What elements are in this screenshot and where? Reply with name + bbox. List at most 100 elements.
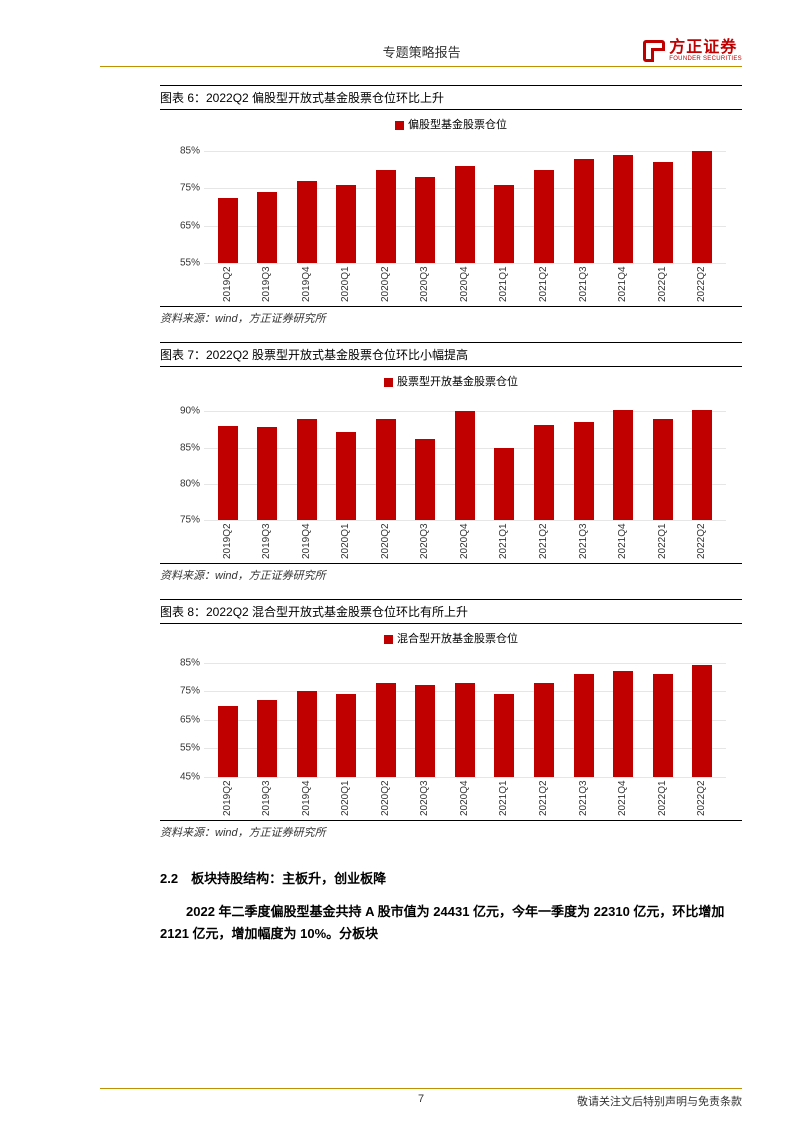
x-axis-label: 2021Q3 xyxy=(574,266,594,304)
chart-area: 45%55%65%75%85%2019Q22019Q32019Q42020Q12… xyxy=(170,648,732,818)
legend-swatch xyxy=(384,378,393,387)
x-axis-label: 2021Q2 xyxy=(534,266,554,304)
chart-block: 图表 6：2022Q2 偏股型开放式基金股票仓位环比上升偏股型基金股票仓位55%… xyxy=(160,85,742,326)
grid-line xyxy=(204,520,726,521)
footer-disclaimer: 敬请关注文后特别声明与免责条款 xyxy=(577,1093,742,1109)
bar xyxy=(534,683,554,777)
bar xyxy=(494,448,514,520)
bar xyxy=(574,422,594,520)
x-axis-label: 2022Q1 xyxy=(653,523,673,561)
x-axis-label: 2021Q3 xyxy=(574,523,594,561)
y-axis-label: 80% xyxy=(170,478,200,489)
x-axis-label: 2021Q1 xyxy=(494,523,514,561)
x-axis-label: 2020Q3 xyxy=(415,266,435,304)
x-axis-label: 2020Q4 xyxy=(455,523,475,561)
company-logo: 方正证券 FOUNDER SECURITIES xyxy=(643,40,742,62)
bar xyxy=(257,700,277,777)
header-title: 专题策略报告 xyxy=(100,42,643,61)
section-heading: 2.2 板块持股结构：主板升，创业板降 xyxy=(160,868,742,887)
x-labels: 2019Q22019Q32019Q42020Q12020Q22020Q32020… xyxy=(204,523,726,561)
x-axis-label: 2020Q3 xyxy=(415,780,435,818)
bar xyxy=(336,694,356,777)
chart-legend: 混合型开放基金股票仓位 xyxy=(160,630,742,646)
x-labels: 2019Q22019Q32019Q42020Q12020Q22020Q32020… xyxy=(204,266,726,304)
bar xyxy=(376,419,396,520)
bar xyxy=(494,185,514,263)
y-axis-label: 75% xyxy=(170,515,200,526)
bar xyxy=(613,410,633,520)
x-axis-label: 2019Q4 xyxy=(297,266,317,304)
bar xyxy=(376,170,396,263)
bar xyxy=(534,425,554,521)
x-axis-label: 2020Q2 xyxy=(376,780,396,818)
bars-container xyxy=(204,140,726,263)
x-axis-label: 2019Q3 xyxy=(257,266,277,304)
bar xyxy=(297,419,317,520)
x-axis-label: 2019Q3 xyxy=(257,523,277,561)
legend-swatch xyxy=(395,121,404,130)
bar xyxy=(218,706,238,778)
y-axis-label: 90% xyxy=(170,406,200,417)
y-axis-label: 85% xyxy=(170,146,200,157)
x-axis-label: 2020Q4 xyxy=(455,266,475,304)
logo-text-en: FOUNDER SECURITIES xyxy=(669,56,742,62)
bar xyxy=(257,192,277,263)
y-axis-label: 45% xyxy=(170,772,200,783)
x-axis-label: 2020Q2 xyxy=(376,266,396,304)
bar xyxy=(218,426,238,520)
bar xyxy=(455,411,475,520)
chart-block: 图表 7：2022Q2 股票型开放式基金股票仓位环比小幅提高股票型开放基金股票仓… xyxy=(160,342,742,583)
x-axis-label: 2021Q4 xyxy=(613,266,633,304)
chart-title: 图表 8：2022Q2 混合型开放式基金股票仓位环比有所上升 xyxy=(160,599,742,624)
x-axis-label: 2021Q2 xyxy=(534,780,554,818)
x-axis-label: 2020Q3 xyxy=(415,523,435,561)
bars-container xyxy=(204,654,726,777)
page-header: 专题策略报告 方正证券 FOUNDER SECURITIES xyxy=(100,40,742,67)
bar xyxy=(257,427,277,520)
page-number: 7 xyxy=(418,1093,424,1105)
x-axis-label: 2021Q3 xyxy=(574,780,594,818)
chart-area: 75%80%85%90%2019Q22019Q32019Q42020Q12020… xyxy=(170,391,732,561)
x-axis-label: 2019Q4 xyxy=(297,523,317,561)
bar xyxy=(574,674,594,777)
chart-title: 图表 6：2022Q2 偏股型开放式基金股票仓位环比上升 xyxy=(160,85,742,110)
x-axis-label: 2021Q4 xyxy=(613,523,633,561)
bar xyxy=(653,674,673,777)
bar xyxy=(336,432,356,520)
x-axis-label: 2019Q2 xyxy=(218,780,238,818)
x-axis-label: 2021Q1 xyxy=(494,780,514,818)
page-footer: 7 敬请关注文后特别声明与免责条款 xyxy=(100,1088,742,1109)
chart-legend: 股票型开放基金股票仓位 xyxy=(160,373,742,389)
x-axis-label: 2019Q3 xyxy=(257,780,277,818)
legend-label: 混合型开放基金股票仓位 xyxy=(397,633,518,645)
bar xyxy=(415,439,435,520)
bar xyxy=(692,410,712,520)
legend-label: 偏股型基金股票仓位 xyxy=(408,119,507,131)
legend-label: 股票型开放基金股票仓位 xyxy=(397,376,518,388)
legend-swatch xyxy=(384,635,393,644)
y-axis-label: 85% xyxy=(170,657,200,668)
bar xyxy=(613,671,633,777)
bar xyxy=(415,685,435,777)
bar xyxy=(574,159,594,263)
bar xyxy=(692,665,712,777)
x-axis-label: 2022Q2 xyxy=(692,266,712,304)
x-axis-label: 2021Q4 xyxy=(613,780,633,818)
grid-line xyxy=(204,263,726,264)
logo-text-cn: 方正证券 xyxy=(669,40,742,56)
bar xyxy=(297,181,317,263)
logo-icon xyxy=(643,40,665,62)
y-axis-label: 55% xyxy=(170,743,200,754)
bar xyxy=(692,151,712,263)
x-axis-label: 2022Q2 xyxy=(692,523,712,561)
body-paragraph: 2022 年二季度偏股型基金共持 A 股市值为 24431 亿元，今年一季度为 … xyxy=(160,901,742,945)
bar xyxy=(415,177,435,263)
chart-title: 图表 7：2022Q2 股票型开放式基金股票仓位环比小幅提高 xyxy=(160,342,742,367)
x-labels: 2019Q22019Q32019Q42020Q12020Q22020Q32020… xyxy=(204,780,726,818)
x-axis-label: 2022Q2 xyxy=(692,780,712,818)
chart-legend: 偏股型基金股票仓位 xyxy=(160,116,742,132)
bar xyxy=(613,155,633,263)
chart-source: 资料来源：wind，方正证券研究所 xyxy=(160,820,742,840)
chart-area: 55%65%75%85%2019Q22019Q32019Q42020Q12020… xyxy=(170,134,732,304)
bar xyxy=(336,185,356,263)
